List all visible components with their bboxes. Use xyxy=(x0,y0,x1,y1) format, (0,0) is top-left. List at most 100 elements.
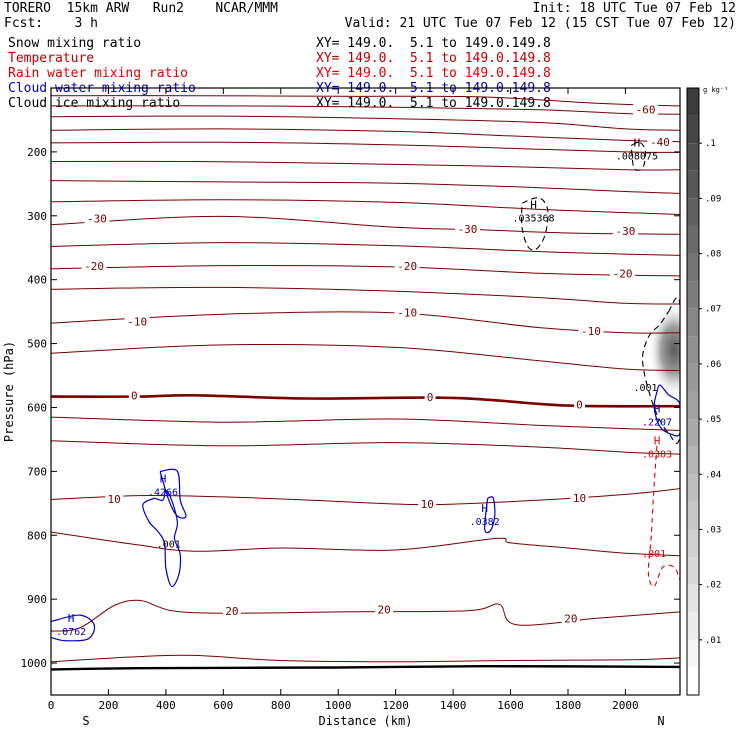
colorbar-tick-label: .08 xyxy=(705,250,721,260)
colorbar-cell-16 xyxy=(687,225,699,254)
isotherm-line-19 xyxy=(51,599,680,632)
colorbar-cell-19 xyxy=(687,143,699,171)
colorbar-cell-7 xyxy=(687,474,699,502)
isotherm-label-bg xyxy=(578,325,604,338)
isotherm-label-bg xyxy=(81,259,107,272)
snow-max-marker: H xyxy=(634,137,641,150)
x-tick-label: 400 xyxy=(156,699,176,712)
isotherm-label: 20 xyxy=(225,605,238,618)
colorbar-tick-label: .09 xyxy=(705,194,721,204)
y-axis-label: Pressure (hPa) xyxy=(2,341,16,442)
colorbar-cell-5 xyxy=(687,529,699,558)
x-tick-label: 0 xyxy=(48,699,55,712)
isotherm-label: 0 xyxy=(576,399,583,412)
isotherm-label-bg xyxy=(418,498,437,511)
isotherm-label-bg xyxy=(105,493,124,506)
x-tick-label: 200 xyxy=(99,699,119,712)
colorbar-cell-20 xyxy=(687,115,699,144)
isotherm-label-bg xyxy=(375,603,394,616)
legend-field-rain: Rain water mixing ratio xyxy=(8,66,189,81)
isotherm-line-20 xyxy=(51,654,680,663)
isotherm-label: 0 xyxy=(131,390,138,403)
snow-max-marker: H xyxy=(530,199,537,212)
isotherm-line-15 xyxy=(51,416,680,431)
snow-max-value: .035368 xyxy=(512,214,554,225)
x-tick-label: 2000 xyxy=(612,699,639,712)
legend-xy-snow: XY= 149.0. 5.1 to 149.0.149.8 xyxy=(316,36,551,51)
isotherm-label: -30 xyxy=(615,225,635,238)
legend-xy-temperature: XY= 149.0. 5.1 to 149.0.149.8 xyxy=(316,51,551,66)
isotherm-label-bg xyxy=(222,604,241,617)
isotherm-label-bg xyxy=(128,389,140,402)
cloud-water-contour-2 xyxy=(484,496,496,534)
header-init-line: TORERO 15km ARW Run2 NCAR/MMM xyxy=(4,1,278,16)
snow-shading-region xyxy=(648,302,680,398)
cloud-water-contour-label: .001 xyxy=(157,540,181,551)
isotherm-line-11 xyxy=(51,286,680,305)
isotherm-label: -40 xyxy=(650,136,670,149)
isotherm-label-bg xyxy=(394,306,420,319)
x-tick-label: 1000 xyxy=(325,699,352,712)
colorbar-tick-label: .07 xyxy=(705,305,721,315)
isotherm-label-bg xyxy=(610,267,636,280)
isotherm-label: -60 xyxy=(636,103,656,116)
isotherm-label-bg xyxy=(424,390,436,403)
isotherm-label: -20 xyxy=(613,268,633,281)
snow-contour-2 xyxy=(641,296,680,445)
isotherm-label-bg xyxy=(394,259,420,272)
isotherm-label-bg xyxy=(570,491,589,504)
y-tick-label: 700 xyxy=(27,465,47,478)
cloud-water-contour-1 xyxy=(159,468,187,519)
isotherm-label-bg xyxy=(612,224,638,237)
cloud-water-max-value: .2207 xyxy=(642,417,672,428)
colorbar-tick-label: .06 xyxy=(705,360,721,370)
colorbar-tick-label: .1 xyxy=(705,139,716,149)
colorbar-cell-2 xyxy=(687,612,699,640)
legend-field-cloud-ice: Cloud ice mixing ratio xyxy=(8,96,181,111)
y-tick-label: 1000 xyxy=(21,657,48,670)
x-tick-label: 1800 xyxy=(555,699,582,712)
colorbar-cell-8 xyxy=(687,446,699,475)
colorbar-cell-1 xyxy=(687,639,699,668)
cloud-water-max-marker: H xyxy=(654,402,661,415)
isotherm-label: -20 xyxy=(397,260,417,273)
snow-contour-0 xyxy=(521,197,549,251)
isotherm-line-4 xyxy=(51,141,680,153)
colorbar-tick-label: .01 xyxy=(705,636,721,646)
cloud-water-contour-4 xyxy=(653,384,680,437)
colorbar-cell-10 xyxy=(687,391,699,420)
colorbar-cell-17 xyxy=(687,198,699,226)
isotherm-line-8 xyxy=(51,215,680,235)
colorbar-cell-6 xyxy=(687,501,699,530)
isotherm-label: -10 xyxy=(127,315,147,328)
legend-field-snow: Snow mixing ratio xyxy=(8,36,142,51)
x-tick-label: 600 xyxy=(213,699,233,712)
y-tick-label: 900 xyxy=(27,593,47,606)
isotherm-label: 10 xyxy=(573,492,586,505)
cloud-water-contour-3 xyxy=(51,614,96,642)
rain-contour-0 xyxy=(647,445,680,588)
colorbar-cell-0 xyxy=(687,667,699,695)
isotherm-label: -30 xyxy=(87,213,107,226)
isotherm-line-14 xyxy=(51,393,680,408)
isotherm-line-18 xyxy=(51,531,680,557)
colorbar-tick-label: .04 xyxy=(705,470,721,480)
colorbar-tick-label: .02 xyxy=(705,581,721,591)
colorbar-cell-11 xyxy=(687,363,699,392)
ground-surface-line xyxy=(51,664,680,671)
colorbar-cell-3 xyxy=(687,584,699,613)
end-label-south: S xyxy=(82,714,89,728)
y-tick-label: 400 xyxy=(27,274,47,287)
isotherm-label: 20 xyxy=(378,604,391,617)
x-tick-label: 1200 xyxy=(382,699,409,712)
colorbar-frame xyxy=(686,87,700,696)
colorbar-cell-15 xyxy=(687,253,699,282)
cloud-water-max-value: .4266 xyxy=(148,488,178,499)
cloud-water-contour-0 xyxy=(142,489,182,588)
legend-xy-rain: XY= 149.0. 5.1 to 149.0.149.8 xyxy=(316,66,551,81)
x-axis-label: Distance (km) xyxy=(319,714,413,728)
isotherm-line-3 xyxy=(51,128,680,143)
isotherm-label: -10 xyxy=(581,325,601,338)
colorbar-cell-4 xyxy=(687,557,699,585)
